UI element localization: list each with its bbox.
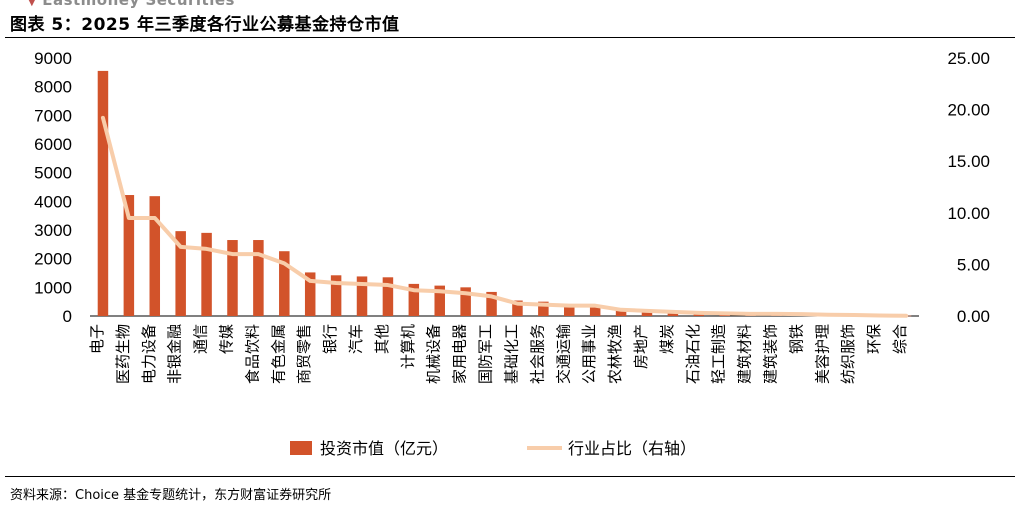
category-label: 商贸零售	[295, 324, 313, 384]
bar	[615, 308, 627, 316]
category-label: 银行	[321, 324, 339, 354]
category-label: 家用电器	[451, 324, 469, 384]
bar	[149, 196, 161, 316]
y-left-tick-label: 1000	[34, 278, 72, 297]
axes: 0 1000 2000 3000 4000 5000 6000 7000 8000 9000 0.0…	[34, 49, 990, 326]
category-label: 机械设备	[425, 324, 443, 384]
bar	[486, 291, 497, 316]
brand-strip: ▼ Eastmoney Securities	[28, 0, 235, 9]
category-label: 电力设备	[140, 324, 158, 384]
y-left-tick-label: 4000	[34, 192, 72, 211]
bar	[279, 251, 290, 316]
category-label: 有色金属	[269, 324, 287, 384]
y-left-tick-label: 3000	[34, 221, 72, 240]
brand-mark-icon: ▼	[28, 0, 37, 8]
legend-bar-swatch	[290, 441, 312, 455]
category-label: 基础化工	[502, 324, 520, 384]
y-left-tick-label: 9000	[34, 49, 72, 68]
source-note: 资料来源：Choice 基金专题统计，东方财富证券研究所	[10, 488, 332, 503]
y-right-tick-label: 20.00	[947, 101, 990, 120]
bar	[589, 306, 601, 316]
category-label: 交通运输	[554, 324, 572, 384]
chart-title: 图表 5：2025 年三季度各行业公募基金持仓市值	[10, 15, 400, 35]
category-label: 建筑装饰	[762, 324, 780, 384]
bar	[97, 70, 109, 317]
category-label: 纺织服饰	[839, 324, 857, 384]
bar	[408, 283, 420, 316]
bar	[538, 301, 549, 316]
bar	[330, 275, 342, 316]
brand-name: Eastmoney Securities	[42, 0, 235, 9]
category-label: 美容护理	[813, 324, 831, 384]
category-label: 农林牧渔	[606, 324, 624, 384]
bar	[304, 272, 316, 316]
bar	[434, 285, 445, 316]
category-label: 石油石化	[684, 324, 702, 384]
category-label: 轻工制造	[710, 324, 728, 384]
category-label: 其他	[373, 324, 391, 354]
category-label: 食品饮料	[243, 324, 261, 384]
category-label: 综合	[891, 324, 909, 354]
y-left-tick-label: 0	[63, 307, 72, 326]
chart-canvas: 0 1000 2000 3000 4000 5000 6000 7000 8000 9000 0.0…	[34, 49, 990, 458]
category-label: 计算机	[399, 324, 417, 369]
category-label: 国防军工	[477, 324, 495, 384]
category-label: 医药生物	[114, 324, 132, 384]
y-right-tick-label: 10.00	[947, 204, 990, 223]
category-label: 传媒	[217, 324, 235, 354]
bar	[175, 231, 186, 316]
category-label: 钢铁	[787, 324, 805, 354]
category-label: 汽车	[347, 324, 365, 354]
category-label: 煤炭	[658, 324, 676, 354]
share-line	[100, 115, 909, 318]
y-right-tick-label: 15.00	[947, 152, 990, 171]
y-right-tick-label: 5.00	[957, 255, 990, 274]
bar	[356, 276, 368, 316]
footer-divider	[5, 476, 1015, 477]
bar	[227, 240, 238, 316]
legend-bar-label: 投资市值（亿元）	[320, 439, 448, 458]
title-divider	[5, 37, 1015, 38]
legend: 投资市值（亿元） 行业占比（右轴）	[290, 439, 696, 458]
y-left-tick-label: 5000	[34, 164, 72, 183]
category-label: 公用事业	[580, 324, 598, 384]
bar	[460, 287, 471, 316]
category-label: 房地产	[632, 324, 650, 369]
y-left-tick-label: 2000	[34, 250, 72, 269]
y-right-tick-label: 0.00	[957, 307, 990, 326]
bar	[201, 232, 212, 316]
category-label: 通信	[192, 324, 210, 354]
category-label: 非银金融	[166, 324, 184, 384]
y-right-tick-label: 25.00	[947, 49, 990, 68]
bar-series	[97, 70, 912, 317]
category-label: 建筑材料	[736, 324, 754, 384]
y-left-tick-label: 8000	[34, 78, 72, 97]
line-series	[100, 115, 909, 318]
legend-line-label: 行业占比（右轴）	[568, 439, 696, 458]
bar	[123, 195, 135, 316]
bar	[253, 240, 264, 316]
y-left-tick-label: 7000	[34, 106, 72, 125]
category-label: 环保	[865, 324, 883, 354]
category-label: 社会服务	[528, 324, 546, 384]
bar	[512, 300, 523, 316]
bar	[641, 309, 653, 316]
bar	[564, 306, 575, 316]
bar	[382, 277, 394, 316]
y-left-tick-label: 6000	[34, 135, 72, 154]
category-labels: 电子 医药生物 电力设备 非银金融 通信 传媒 食品饮料 有色金属 商贸零售 银行 汽车 其他 计算机机…	[88, 324, 909, 384]
category-label: 电子	[88, 324, 106, 354]
